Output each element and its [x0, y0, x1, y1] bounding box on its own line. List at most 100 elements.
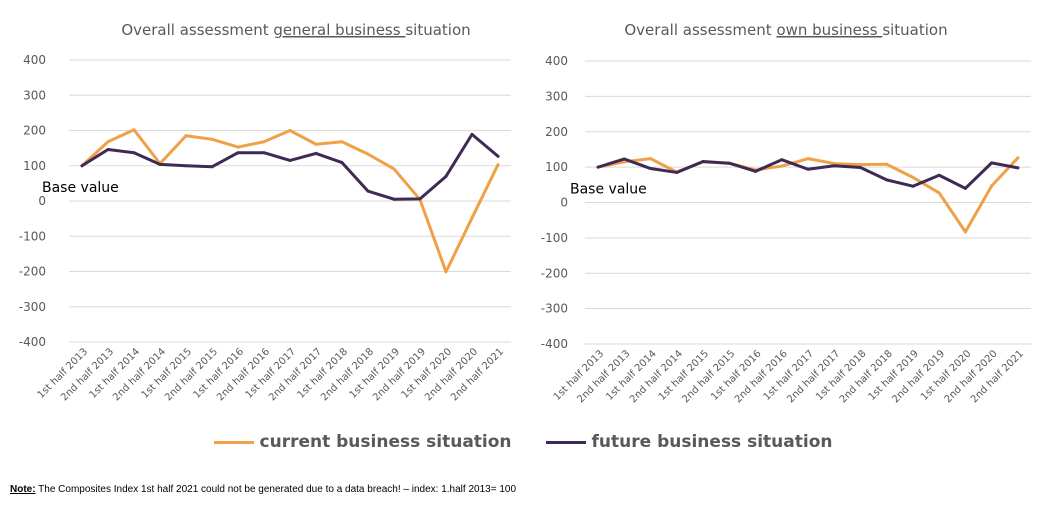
y-tick-label: -400	[541, 337, 568, 351]
data-point-future	[158, 162, 162, 166]
data-point-future	[701, 159, 705, 163]
data-point-current	[806, 157, 810, 161]
chart-title-part: situation	[882, 21, 947, 39]
y-tick-label: 0	[560, 196, 568, 210]
data-point-current	[990, 184, 994, 188]
data-point-future	[990, 161, 994, 165]
footnote: Note: The Composites Index 1st half 2021…	[10, 484, 516, 495]
y-tick-label: 100	[23, 159, 46, 173]
y-tick-label: -100	[541, 231, 568, 245]
footnote-label: Note:	[10, 484, 36, 495]
chart-title-part: Overall assessment	[624, 21, 776, 39]
y-tick-label: 300	[545, 89, 568, 103]
data-point-future	[366, 189, 370, 193]
legend-item-current: current business situation	[213, 432, 512, 452]
data-point-future	[262, 151, 266, 155]
y-tick-label: 200	[23, 124, 46, 138]
chart-title-part: situation	[405, 21, 470, 39]
data-point-current	[210, 137, 214, 141]
data-point-future	[937, 173, 941, 177]
data-point-future	[1016, 166, 1020, 170]
y-tick-label: -200	[19, 265, 46, 279]
y-tick-label: 300	[23, 88, 46, 102]
data-point-current	[392, 167, 396, 171]
base-value-annotation: Base value	[570, 182, 647, 198]
data-point-future	[963, 186, 967, 190]
data-point-future	[649, 167, 653, 171]
data-point-current	[314, 142, 318, 146]
y-tick-label: -100	[19, 229, 46, 243]
data-point-future	[622, 157, 626, 161]
data-point-future	[210, 165, 214, 169]
y-tick-label: -200	[541, 266, 568, 280]
data-point-current	[106, 140, 110, 144]
data-point-future	[314, 151, 318, 155]
y-tick-label: 100	[545, 160, 568, 174]
legend-item-future: future business situation	[545, 432, 833, 452]
chart-title-part: Overall assessment	[121, 21, 273, 39]
data-point-current	[963, 230, 967, 234]
legend: current business situation future busine…	[0, 428, 1046, 456]
chart-title-part: general business	[273, 21, 405, 39]
chart-2: Overall assessment own business situatio…	[541, 21, 1031, 405]
chart-title: Overall assessment own business situatio…	[624, 21, 947, 39]
data-point-future	[596, 165, 600, 169]
data-point-current	[780, 164, 784, 168]
y-tick-label: 400	[545, 54, 568, 68]
data-point-future	[496, 154, 500, 158]
data-point-future	[288, 158, 292, 162]
chart-1: Overall assessment general business situ…	[19, 21, 511, 403]
data-point-current	[262, 140, 266, 144]
data-point-future	[80, 164, 84, 168]
data-point-future	[184, 164, 188, 168]
data-point-current	[288, 129, 292, 132]
data-point-current	[236, 145, 240, 149]
data-point-future	[911, 184, 915, 188]
y-tick-label: 400	[23, 53, 46, 67]
legend-label-future: future business situation	[591, 432, 833, 452]
data-point-current	[366, 152, 370, 156]
data-point-current	[470, 216, 474, 220]
data-point-future	[132, 151, 136, 155]
data-point-current	[937, 191, 941, 195]
data-point-current	[649, 157, 653, 161]
data-point-current	[858, 163, 862, 167]
data-point-current	[622, 160, 626, 164]
data-point-future	[444, 174, 448, 178]
data-point-current	[132, 128, 136, 132]
data-point-current	[496, 163, 500, 167]
y-tick-label: -400	[19, 335, 46, 349]
data-point-future	[780, 158, 784, 162]
data-point-future	[754, 169, 758, 173]
legend-swatch-current	[213, 440, 254, 444]
chart-title: Overall assessment general business situ…	[121, 21, 470, 39]
data-point-future	[340, 161, 344, 165]
data-point-current	[184, 134, 188, 138]
data-point-future	[806, 167, 810, 171]
data-point-future	[832, 164, 836, 168]
legend-swatch-future	[545, 440, 586, 444]
data-point-current	[885, 162, 889, 166]
legend-label-current: current business situation	[259, 432, 512, 452]
data-point-future	[675, 170, 679, 174]
y-tick-label: -300	[19, 300, 46, 314]
y-tick-label: 0	[38, 194, 46, 208]
y-tick-label: -300	[541, 302, 568, 316]
footnote-text: The Composites Index 1st half 2021 could…	[35, 484, 517, 495]
data-point-current	[911, 175, 915, 179]
data-point-current	[340, 140, 344, 144]
y-tick-label: 200	[545, 125, 568, 139]
charts-area: Overall assessment general business situ…	[19, 21, 1031, 405]
data-point-future	[106, 148, 110, 152]
data-point-future	[727, 161, 731, 165]
base-value-annotation: Base value	[42, 180, 119, 196]
data-point-current	[444, 270, 448, 274]
data-point-future	[885, 178, 889, 182]
data-point-future	[470, 132, 474, 136]
data-point-future	[392, 197, 396, 201]
data-point-future	[236, 151, 240, 155]
data-point-future	[418, 197, 422, 201]
data-point-current	[1016, 156, 1020, 160]
data-point-future	[858, 165, 862, 169]
chart-title-part: own business	[776, 21, 882, 39]
